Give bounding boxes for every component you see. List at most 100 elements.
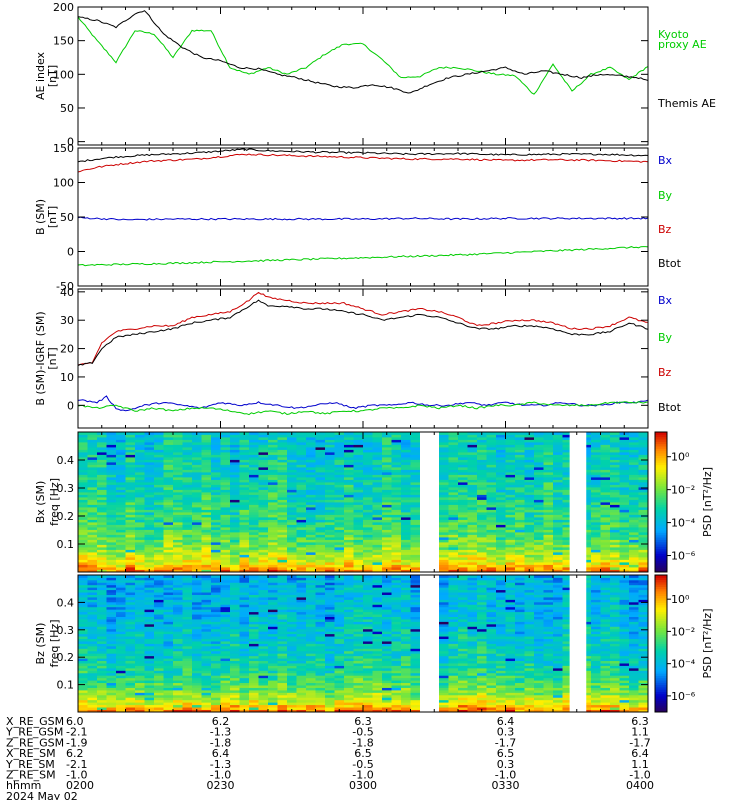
spectrogram-cell	[315, 579, 326, 583]
spectrogram-cell	[439, 549, 449, 553]
spectrogram-cell	[87, 492, 98, 495]
spectrogram-cell	[220, 709, 231, 713]
spectrogram-cell	[192, 504, 202, 508]
spectrogram-cell	[249, 709, 259, 713]
spectrogram-cell	[287, 532, 297, 535]
spectrogram-cell	[325, 631, 335, 635]
spectrogram-cell	[258, 514, 269, 518]
spectrogram-cell	[534, 457, 544, 460]
spectrogram-cell	[144, 537, 155, 540]
spectrogram-cell	[306, 685, 316, 688]
spectrogram-cell	[467, 549, 478, 553]
spectrogram-cell	[448, 542, 459, 545]
spectrogram-cell	[87, 667, 98, 671]
spectrogram-cell	[591, 482, 601, 485]
spectrogram-cell	[135, 619, 145, 622]
spectrogram-cell	[87, 650, 98, 654]
spectrogram-cell	[163, 670, 174, 674]
spectrogram-cell	[524, 437, 535, 440]
spectrogram-cell	[106, 432, 117, 435]
spectrogram-cell	[515, 524, 525, 528]
spectrogram-cell	[106, 497, 117, 500]
spectrogram-cell	[154, 606, 164, 610]
spectrogram-cell	[97, 482, 107, 485]
spectrogram-cell	[629, 539, 639, 543]
spectrogram-cell	[315, 529, 326, 533]
spectrogram-cell	[163, 665, 174, 669]
spectrogram-cell	[249, 557, 259, 560]
spectrogram-cell	[173, 459, 183, 463]
spectrogram-cell	[600, 432, 611, 435]
spectrogram-cell	[325, 509, 335, 513]
spectrogram-cell	[325, 611, 335, 615]
spectrogram-cell	[353, 479, 364, 483]
spectrogram-cell	[325, 707, 335, 710]
spectrogram-cell	[315, 569, 326, 573]
spectrogram-cell	[458, 529, 468, 533]
spectrogram-cell	[192, 489, 202, 493]
spectrogram-cell	[201, 534, 212, 538]
spectrogram-cell	[239, 628, 250, 632]
spectrogram-cell	[173, 549, 183, 553]
spectrogram-cell	[97, 437, 107, 440]
spectrogram-cell	[182, 464, 193, 468]
spectrogram-cell	[220, 699, 231, 703]
spectrogram-cell	[334, 499, 345, 503]
spectrogram-cell	[230, 467, 240, 470]
spectrogram-cell	[458, 547, 468, 550]
spectrogram-cell	[515, 432, 525, 435]
spectrogram-cell	[97, 527, 107, 530]
spectrogram-cell	[249, 609, 259, 613]
spectrogram-cell	[287, 492, 297, 495]
spectrogram-cell	[458, 439, 468, 443]
spectrogram-cell	[135, 527, 145, 530]
spectrogram-cell	[372, 549, 383, 553]
spectrogram-cell	[135, 643, 145, 647]
spectrogram-cell	[239, 522, 250, 525]
spectrogram-cell	[97, 509, 107, 513]
spectrogram-cell	[372, 462, 383, 465]
spectrogram-cell	[239, 697, 250, 701]
spectrogram-cell	[515, 497, 525, 500]
spectrogram-cell	[135, 557, 145, 560]
spectrogram-cell	[268, 660, 278, 664]
spectrogram-cell	[192, 621, 202, 625]
spectrogram-cell	[87, 484, 98, 488]
spectrogram-cell	[382, 442, 392, 445]
spectrogram-cell	[344, 442, 354, 445]
spectrogram-cell	[268, 638, 278, 642]
spectrogram-cell	[211, 457, 221, 460]
spectrogram-cell	[258, 611, 269, 615]
spectrogram-cell	[87, 562, 98, 565]
spectrogram-cell	[372, 527, 383, 530]
spectrogram-cell	[591, 522, 601, 525]
spectrogram-cell	[173, 672, 183, 676]
spectrogram-cell	[201, 584, 212, 588]
spectrogram-cell	[125, 707, 136, 710]
spectrogram-cell	[211, 650, 221, 654]
spectrogram-cell	[410, 514, 421, 518]
spectrogram-cell	[306, 564, 316, 568]
spectrogram-cell	[182, 514, 193, 518]
spectrogram-cell	[87, 432, 98, 435]
spectrogram-cell	[116, 534, 126, 538]
spectrogram-cell	[638, 447, 649, 450]
spectrogram-cell	[144, 633, 155, 637]
colorbar-swatch	[655, 502, 667, 505]
spectrogram-cell	[600, 549, 611, 553]
spectrogram-cell	[382, 547, 392, 550]
spectrogram-cell	[258, 650, 269, 654]
spectrogram-cell	[182, 454, 193, 458]
spectrogram-cell	[258, 532, 269, 535]
spectrogram-cell	[315, 577, 326, 581]
spectrogram-cell	[258, 537, 269, 540]
spectrogram-cell	[439, 484, 449, 488]
spectrogram-cell	[106, 685, 117, 688]
spectrogram-cell	[258, 699, 269, 703]
spectrogram-cell	[287, 534, 297, 538]
spectrogram-cell	[192, 502, 202, 505]
spectrogram-cell	[458, 489, 468, 493]
spectrogram-cell	[458, 447, 468, 450]
spectrogram-cell	[306, 537, 316, 540]
spectrogram-cell	[458, 497, 468, 500]
